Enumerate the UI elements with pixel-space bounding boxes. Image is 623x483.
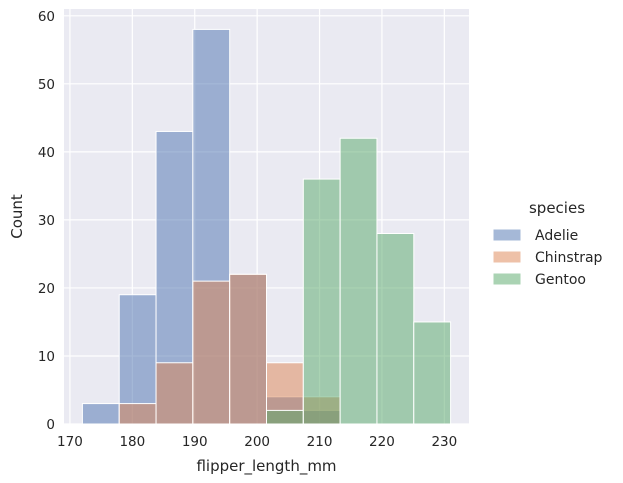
x-tick-label: 210 (307, 434, 333, 450)
bar-chinstrap (192, 280, 231, 425)
legend-swatch-adelie (492, 228, 522, 242)
legend-swatch-gentoo (492, 272, 522, 286)
y-tick-label: 10 (38, 349, 55, 365)
bar-adelie (81, 403, 120, 425)
y-tick-label: 20 (38, 281, 55, 297)
y-tick-label: 0 (46, 417, 55, 433)
bar-chinstrap (118, 403, 157, 425)
bar-gentoo (413, 321, 452, 425)
bar-gentoo (302, 178, 341, 425)
y-tick-label: 30 (38, 213, 55, 229)
x-tick-label: 230 (431, 434, 457, 450)
bar-gentoo (339, 137, 378, 425)
y-tick-label: 60 (38, 9, 55, 25)
bar-chinstrap (155, 362, 194, 425)
x-axis-label: flipper_length_mm (196, 457, 336, 476)
legend-swatch-chinstrap (492, 250, 522, 264)
bar-adelie (118, 294, 157, 425)
x-tick-label: 220 (369, 434, 395, 450)
bar-chinstrap (229, 273, 268, 425)
legend: species Adelie Chinstrap Gentoo (492, 199, 603, 288)
x-tick-label: 180 (119, 434, 145, 450)
x-tick-label: 190 (182, 434, 208, 450)
legend-label-chinstrap: Chinstrap (535, 250, 603, 266)
x-tick-label: 170 (57, 434, 83, 450)
bars (81, 28, 452, 425)
bar-gentoo (266, 409, 304, 425)
legend-label-adelie: Adelie (535, 228, 578, 244)
legend-title: species (529, 199, 585, 217)
x-tick-label: 200 (244, 434, 270, 450)
y-tick-label: 40 (38, 145, 55, 161)
y-axis-ticks: 0 10 20 30 40 50 60 (38, 9, 55, 433)
y-axis-label: Count (8, 194, 26, 239)
legend-label-gentoo: Gentoo (535, 272, 586, 288)
x-axis-ticks: 170 180 190 200 210 220 230 (57, 434, 457, 450)
y-tick-label: 50 (38, 77, 55, 93)
bar-gentoo (376, 233, 415, 425)
